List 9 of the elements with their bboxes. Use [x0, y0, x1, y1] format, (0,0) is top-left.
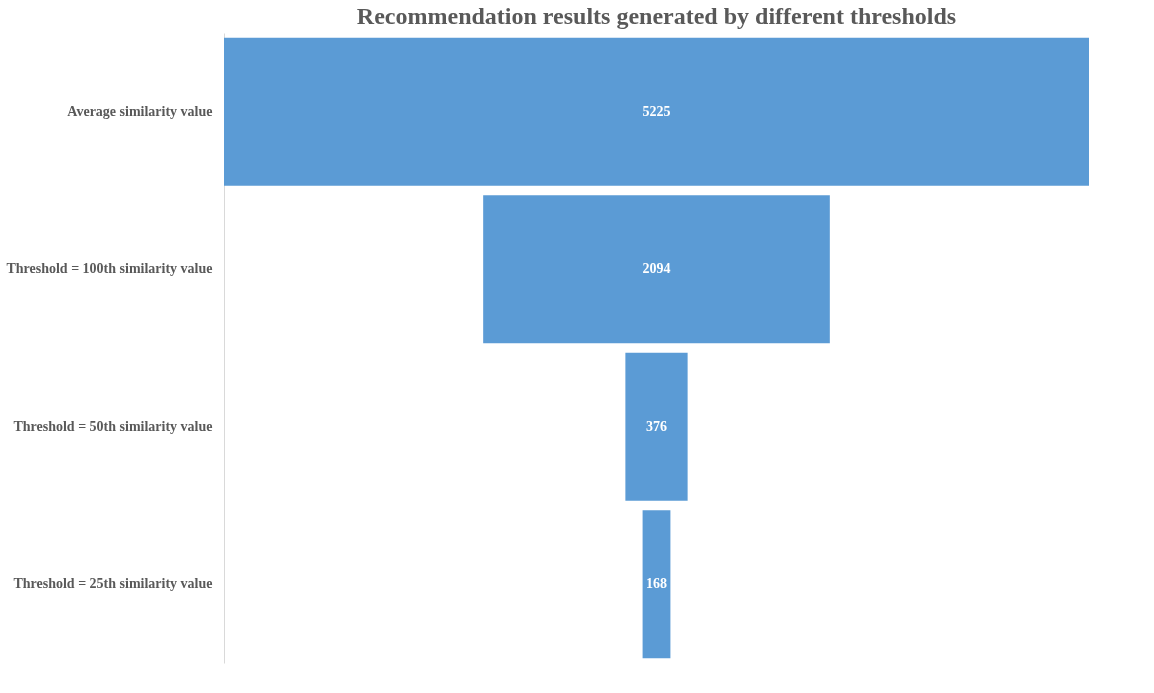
text: Recommendation results generated by different thresholds — [356, 3, 957, 29]
data-label: 168 — [646, 576, 667, 592]
category-label: Threshold = 25th similarity value — [13, 576, 213, 592]
data-label: 5225 — [642, 103, 671, 119]
category-label: Threshold = 50th similarity value — [13, 418, 213, 434]
data-label: 376 — [646, 418, 667, 434]
category-label: Average similarity value — [67, 103, 213, 119]
data-label: 2094 — [642, 261, 671, 277]
category-label: Threshold = 100th similarity value — [6, 261, 213, 277]
